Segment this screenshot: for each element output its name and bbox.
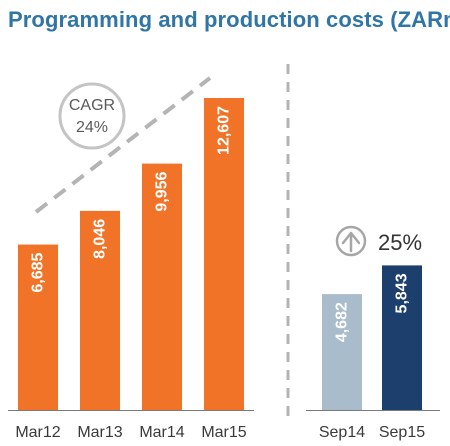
- cagr-label: CAGR: [69, 97, 115, 114]
- bar-mar12: [18, 244, 58, 410]
- tick-label-mar14: Mar14: [139, 424, 184, 441]
- data-label-sep14: 4,682: [334, 302, 351, 342]
- cagr-value: 24%: [76, 119, 108, 136]
- growth-percentage: 25%: [378, 230, 422, 255]
- bar-mar13: [80, 210, 120, 410]
- tick-label-sep15: Sep15: [379, 424, 425, 441]
- chart-title: Programming and production costs (ZARm): [8, 7, 450, 32]
- bars-layer: [18, 98, 422, 410]
- tick-label-mar13: Mar13: [77, 424, 122, 441]
- cagr-badge: [58, 82, 126, 150]
- data-label-mar15: 12,607: [216, 106, 233, 155]
- tick-label-mar12: Mar12: [15, 424, 60, 441]
- data-label-mar12: 6,685: [30, 252, 47, 292]
- ticks-layer: Mar12 Mar13 Mar14 Mar15 Sep14 Sep15: [8, 410, 440, 441]
- cagr-trend-line: [34, 76, 212, 214]
- data-label-sep15: 5,843: [394, 273, 411, 313]
- up-arrow-circle-icon: [335, 225, 367, 257]
- data-label-mar13: 8,046: [92, 219, 109, 259]
- bar-mar14: [142, 163, 182, 410]
- bar-mar15: [204, 98, 244, 410]
- tick-label-mar15: Mar15: [201, 424, 246, 441]
- annotations-layer: CAGR 24% 25%: [34, 64, 422, 424]
- data-label-mar14: 9,956: [154, 172, 171, 212]
- tick-label-sep14: Sep14: [319, 424, 365, 441]
- bar-sep15: [382, 265, 422, 410]
- bar-sep14: [322, 294, 362, 410]
- labels-layer: 6,685 8,046 9,956 12,607 4,682 5,843: [30, 106, 411, 342]
